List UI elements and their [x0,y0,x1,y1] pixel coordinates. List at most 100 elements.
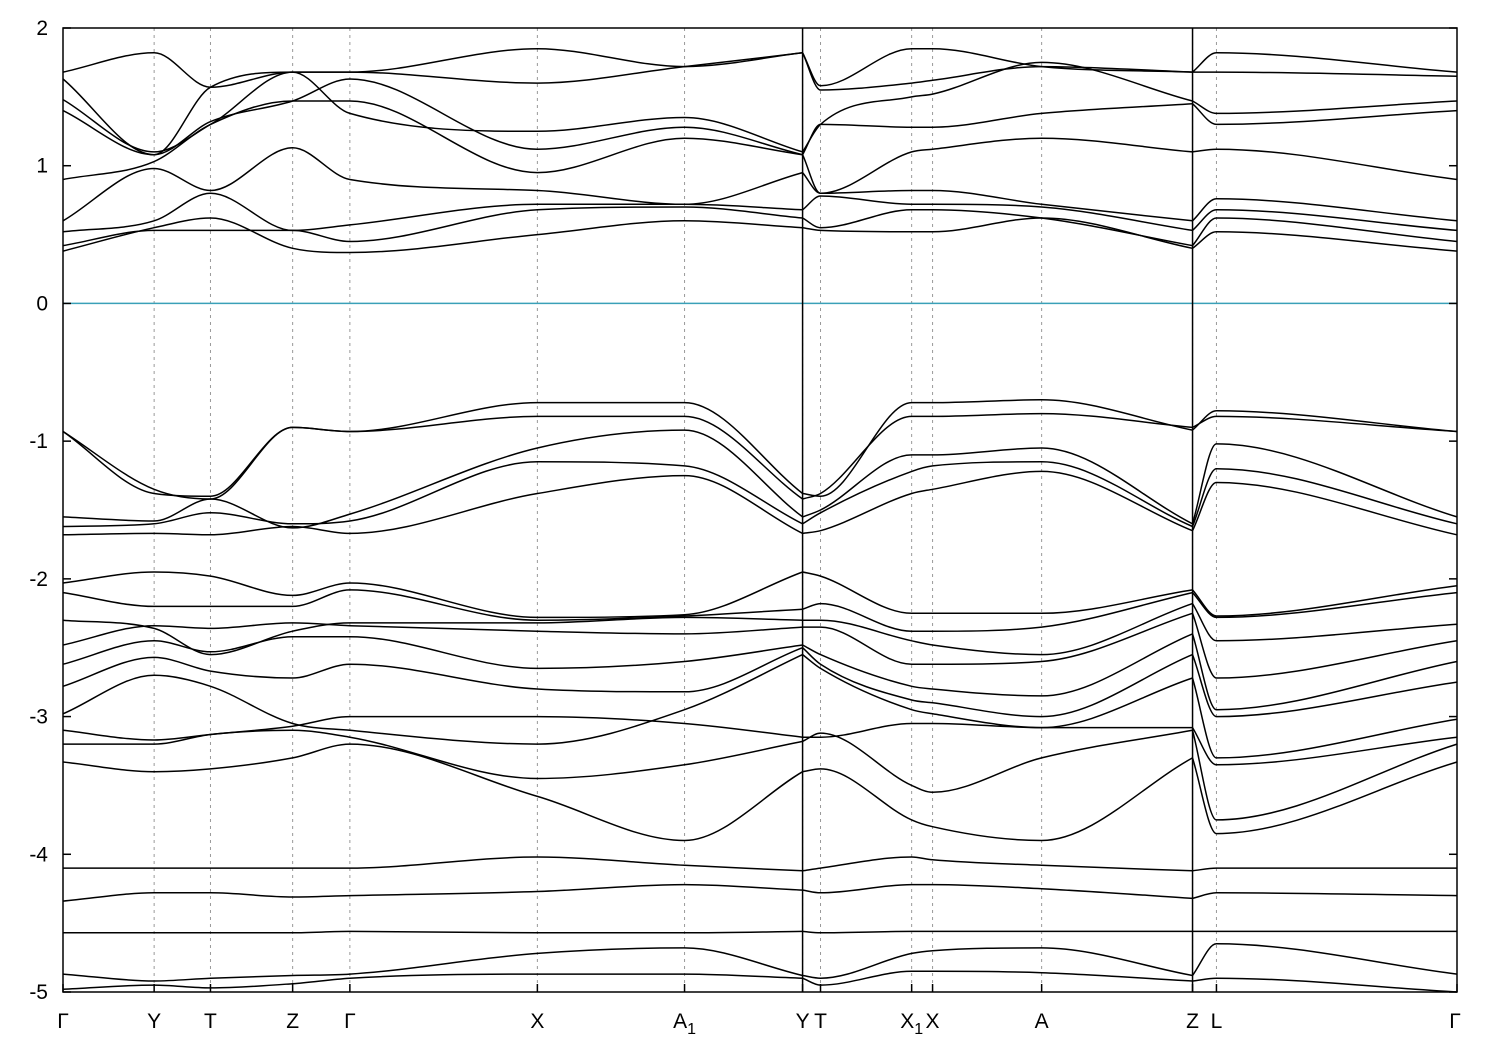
band-line [63,729,803,780]
band-line [801,47,1193,87]
band-line [1191,443,1458,525]
band-line [62,947,803,982]
x-tick-label: Γ [1449,1010,1461,1033]
band-line [1192,100,1458,115]
band-line [62,715,803,741]
x-tick-label-main: Z [286,1010,299,1033]
band-line [62,47,803,88]
band-line [802,461,1193,528]
band-line [802,647,1193,718]
x-tick-label: A [1035,1010,1049,1033]
y-tick-label: -1 [29,430,48,453]
band-line [1191,217,1458,247]
band-line [62,429,804,529]
band-line [62,589,803,621]
x-tick-label: T [814,1010,827,1033]
band-line [62,616,803,656]
x-tick-label: X [530,1010,544,1033]
band-line [1191,943,1458,976]
x-tick-label: T [204,1010,217,1033]
band-line [62,52,803,156]
x-tick-label-main: Γ [1449,1010,1461,1033]
band-line [62,635,803,670]
band-line [802,612,1193,665]
high-symmetry-gridlines [153,28,1217,992]
band-line [802,209,1193,247]
band-line [802,470,1193,535]
band-line [802,591,1193,632]
x-tick-label: X [926,1010,940,1033]
band-line [62,100,803,181]
x-tick-label: Γ [57,1010,69,1033]
band-line [801,52,1193,91]
band-line [1192,892,1458,900]
band-line [802,195,1193,232]
band-line [802,722,1193,738]
x-tick-label: Y [796,1010,810,1033]
band-line [802,571,1193,615]
band-line [1191,654,1458,718]
band-line [1191,727,1458,766]
band-line [1192,415,1458,433]
path-break-lines [801,28,1194,992]
x-tick-label-main: X [926,1010,940,1033]
x-tick-label: Γ [344,1010,356,1033]
band-line [62,206,803,247]
band-line [62,743,803,842]
band-line [802,412,1193,500]
band-line [802,729,1193,794]
band-line [62,653,803,745]
band-line [1191,757,1458,835]
x-tick-label-main: Y [796,1010,810,1033]
band-line [62,78,803,156]
band-line [62,622,803,646]
band-line [1191,730,1458,821]
band-line [62,973,803,990]
band-line [1191,481,1458,536]
band-line [62,461,803,528]
band-line [1191,584,1458,617]
band-line [801,137,1193,195]
band-line [62,217,803,254]
band-line [1191,198,1458,222]
band-line [802,856,1193,872]
band-line [802,217,1193,250]
band-line [802,447,1193,525]
y-tick-label: 0 [36,292,48,315]
band-line [62,71,803,153]
band-line [62,930,803,934]
x-tick-label-subscript: 1 [914,1021,923,1038]
band-line [1192,148,1458,181]
band-line [62,571,803,619]
band-line [802,654,1193,729]
band-line [1191,467,1458,527]
y-tick-label: -3 [29,706,48,729]
x-tick-label-main: A [1035,1010,1049,1033]
plot-frame [62,27,1458,993]
band-lines [62,47,1458,993]
x-tick-label-main: T [814,1010,827,1033]
x-tick-label-main: X [900,1010,914,1033]
y-axis-ticks: 2 1 0 -1 -2 -3 -4 -5 [29,17,1457,1004]
x-tick-label: X1 [900,1010,923,1038]
band-line [62,415,804,500]
band-line [63,856,803,872]
x-axis-ticks: Γ Y T Z Γ X A1 Y T X1 X A Z L Γ [57,984,1461,1038]
x-tick-label: L [1211,1010,1223,1033]
x-tick-label-main: A [673,1010,687,1033]
band-line [1192,867,1457,872]
x-tick-label-main: X [530,1010,544,1033]
band-line [1191,613,1458,679]
band-line [1191,591,1458,619]
band-line [62,646,803,693]
x-tick-label-main: T [204,1010,217,1033]
band-line [802,930,1193,934]
y-tick-label: -5 [29,981,48,1004]
band-line [802,757,1193,842]
x-tick-label: Z [1186,1010,1199,1033]
band-line [1192,231,1458,252]
band-line [802,602,1193,656]
x-tick-label: Y [147,1010,161,1033]
band-line [62,883,803,902]
